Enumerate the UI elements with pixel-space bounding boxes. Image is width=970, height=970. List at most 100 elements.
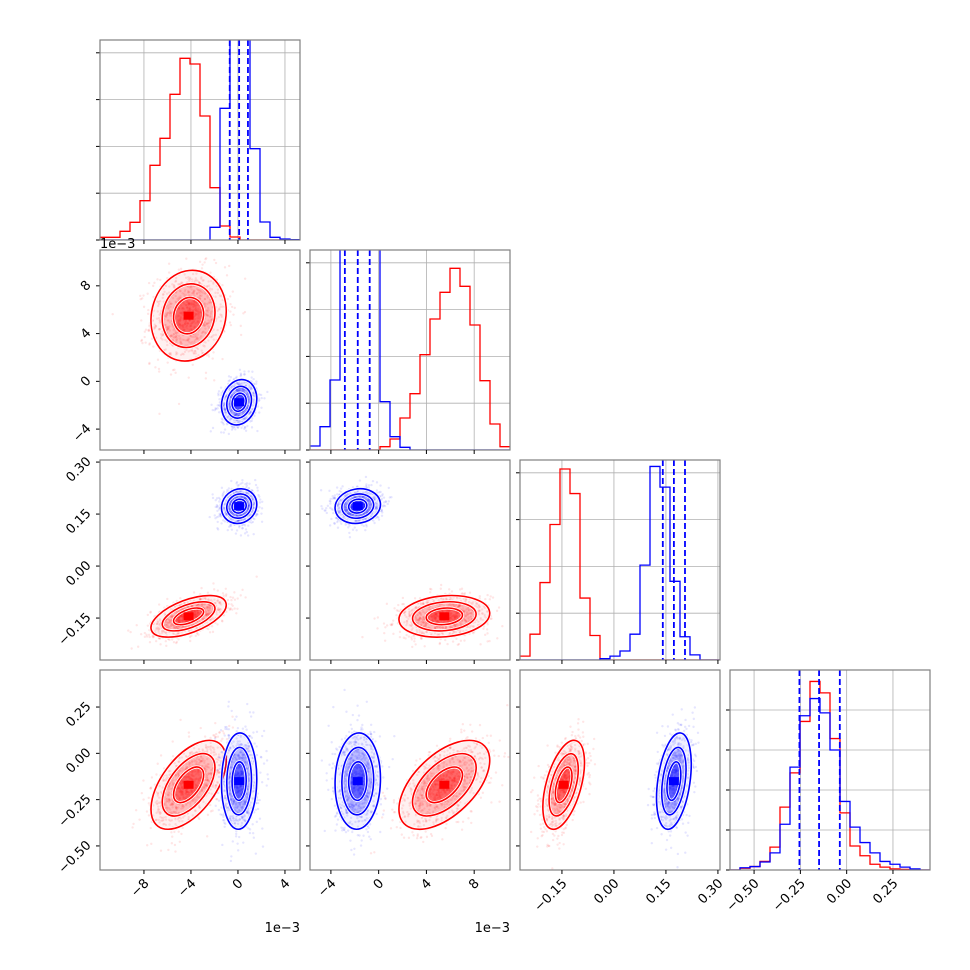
scatter-point (204, 596, 207, 600)
scatter-point (188, 341, 191, 344)
scatter-point (367, 484, 371, 487)
scatter-point (220, 486, 224, 490)
scatter-point (209, 315, 212, 318)
scatter-point (236, 514, 239, 517)
scatter-point (140, 338, 144, 342)
scatter-point (180, 324, 183, 327)
scatter-point (182, 319, 186, 322)
scatter-point (237, 395, 241, 398)
scatter-point (174, 280, 177, 283)
scatter-point (491, 596, 495, 599)
scatter-point (158, 619, 162, 622)
density-peak-red (183, 612, 194, 621)
scatter-point (233, 607, 236, 610)
scatter-point (165, 326, 169, 329)
scatter-point (148, 342, 151, 345)
scatter-point (333, 521, 336, 525)
scatter-point (187, 293, 191, 297)
scatter-point (219, 313, 222, 316)
scatter-point (335, 486, 339, 489)
scatter-point (218, 610, 222, 614)
scatter-point (258, 506, 261, 509)
scatter-point (207, 612, 210, 616)
scatter-point (240, 495, 244, 498)
histogram-blue (310, 250, 510, 450)
scatter-point (203, 302, 207, 305)
scatter-point (224, 587, 228, 590)
scatter-point (239, 495, 243, 498)
scatter-point (190, 609, 193, 613)
scatter-point (236, 519, 239, 523)
scatter-point (216, 309, 219, 312)
scatter-point (199, 611, 202, 614)
scatter-point (229, 417, 233, 421)
scatter-point (239, 395, 243, 399)
scatter-point (364, 475, 368, 479)
scatter-point (183, 607, 186, 610)
scatter-point (177, 619, 180, 622)
scatter-point (166, 327, 170, 331)
scatter-point (235, 412, 239, 415)
scatter-point (208, 631, 212, 634)
scatter-point (414, 643, 417, 646)
scatter-point (193, 340, 196, 344)
scatter-point (179, 316, 183, 320)
scatter-point (188, 319, 192, 322)
scatter-point (229, 509, 232, 513)
scatter-point (165, 644, 168, 648)
scatter-point (453, 605, 456, 608)
scatter-point (436, 612, 439, 616)
scatter-point (439, 587, 443, 590)
scatter-point (213, 258, 216, 262)
scatter-point (207, 611, 210, 615)
scatter-point (216, 404, 219, 407)
scatter-point (227, 487, 231, 490)
scatter-point (221, 421, 225, 425)
scatter-point (228, 417, 231, 421)
scatter-point (202, 279, 205, 282)
scatter-point (195, 335, 198, 338)
scatter-point (433, 615, 436, 618)
scatter-point (228, 503, 232, 506)
scatter-point (207, 339, 210, 342)
scatter-point (162, 630, 166, 634)
scatter-point (181, 326, 185, 329)
scatter-point (169, 621, 172, 625)
scatter-point (159, 278, 162, 282)
scatter-point (195, 612, 198, 616)
scatter-point (186, 291, 190, 294)
scatter-point (422, 616, 425, 619)
scatter-point (234, 532, 238, 535)
scatter-point (188, 307, 191, 311)
y-tick-label: 0.00 (63, 558, 94, 589)
scatter-point (187, 303, 190, 306)
scatter-point (200, 349, 203, 352)
scatter-point (223, 407, 226, 411)
scatter-point (209, 618, 212, 622)
scatter-point (182, 323, 185, 327)
scatter-point (187, 302, 191, 305)
scatter-point (512, 607, 514, 609)
scatter-point (220, 522, 223, 525)
scatter-point (193, 289, 196, 293)
scatter-point (166, 319, 169, 322)
scatter-point (217, 608, 220, 611)
density-peak-blue (234, 398, 245, 407)
scatter-point (180, 619, 184, 622)
scatter-point (177, 268, 181, 271)
scatter-point (162, 292, 165, 296)
scatter-point (501, 625, 504, 628)
scatter-point (392, 632, 395, 636)
scatter-point (226, 415, 230, 418)
scatter-point (177, 334, 181, 338)
scatter-point (385, 602, 389, 606)
scatter-point (189, 334, 193, 338)
scatter-point (438, 641, 442, 645)
scatter-point (195, 337, 198, 341)
scatter-point (232, 377, 236, 381)
scatter-point (223, 512, 227, 515)
scatter-point (197, 291, 201, 294)
scatter-point (204, 612, 208, 616)
scatter-point (183, 290, 187, 293)
